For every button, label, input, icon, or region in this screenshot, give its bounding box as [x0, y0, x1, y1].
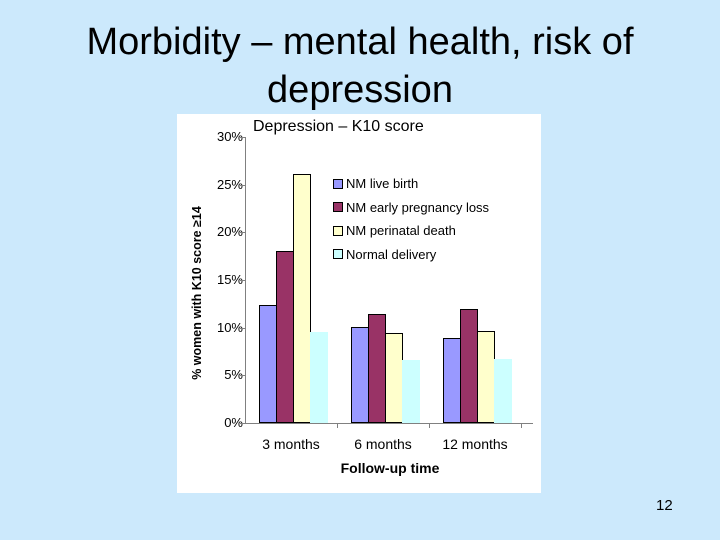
x-axis-label: Follow-up time: [340, 460, 440, 476]
y-tick-label: 10%: [216, 319, 243, 335]
y-tick-mark: [240, 184, 245, 186]
bar: [460, 308, 478, 423]
legend-item: NM live birth: [333, 172, 489, 196]
y-tick-label: 0%: [224, 415, 243, 430]
bar: [385, 333, 403, 423]
x-tick-label: 3 months: [262, 436, 320, 452]
chart: Depression – K10 score % women with K10 …: [177, 114, 541, 493]
slide-number: 12: [656, 497, 673, 514]
y-axis-label: % women with K10 score ≥14: [190, 206, 204, 380]
x-tick-label: 6 months: [354, 436, 412, 452]
y-tick-mark: [240, 375, 245, 377]
y-tick-label: 20%: [216, 224, 243, 240]
y-tick-mark: [240, 280, 245, 281]
bar: [443, 338, 461, 423]
y-tick-mark: [240, 327, 245, 329]
y-tick-label: 25%: [216, 176, 243, 192]
bar: [259, 304, 277, 423]
chart-title: Depression – K10 score: [253, 118, 424, 135]
legend-label: NM live birth: [346, 176, 419, 192]
legend-swatch-icon: [333, 249, 343, 260]
legend: NM live birth NM early pregnancy loss NM p…: [333, 172, 489, 266]
slide-title: Morbidity – mental health, risk of depre…: [86, 21, 634, 111]
y-axis-line: [245, 137, 246, 423]
bar: [477, 330, 495, 423]
x-tick-mark: [337, 423, 338, 428]
y-tick-label: 30%: [216, 129, 243, 144]
bar: [368, 314, 386, 423]
legend-item: NM perinatal death: [333, 219, 489, 243]
x-axis-line: [240, 423, 533, 424]
bar: [402, 360, 420, 423]
legend-swatch-icon: [333, 178, 343, 189]
legend-item: Normal delivery: [333, 243, 489, 267]
legend-label: NM perinatal death: [346, 223, 456, 239]
bar: [310, 332, 328, 423]
y-tick-mark: [240, 137, 245, 138]
legend-label: NM early pregnancy loss: [346, 199, 490, 215]
bar: [494, 359, 512, 423]
y-tick-label: 5%: [224, 367, 243, 383]
legend-swatch-icon: [333, 225, 343, 236]
x-tick-label: 12 months: [442, 436, 508, 452]
x-tick-mark: [521, 423, 522, 428]
legend-label: Normal delivery: [346, 246, 437, 262]
y-tick-mark: [240, 232, 245, 234]
x-tick-mark: [429, 423, 430, 428]
legend-item: NM early pregnancy loss: [333, 196, 489, 220]
y-tick-label: 15%: [216, 272, 243, 287]
bar: [293, 174, 311, 423]
legend-swatch-icon: [333, 202, 343, 213]
bar: [351, 326, 369, 423]
bar: [276, 251, 294, 423]
